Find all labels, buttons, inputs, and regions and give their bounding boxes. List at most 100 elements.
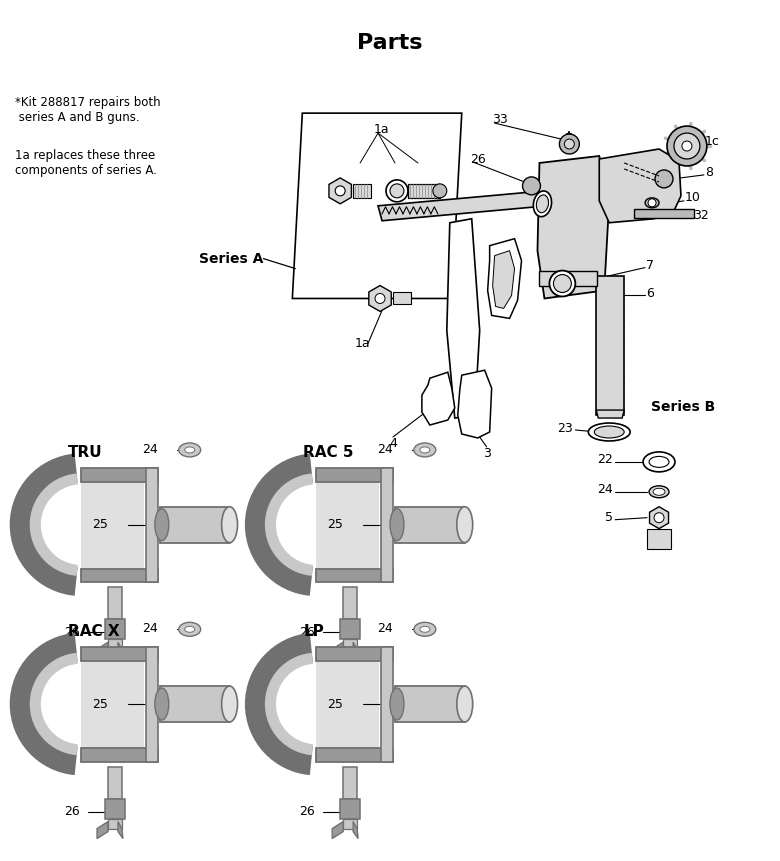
- Circle shape: [375, 294, 385, 303]
- Text: TRU: TRU: [68, 445, 103, 460]
- Polygon shape: [146, 647, 158, 762]
- Text: 8: 8: [705, 166, 713, 179]
- Ellipse shape: [414, 623, 436, 636]
- Polygon shape: [81, 568, 158, 582]
- Text: 24: 24: [142, 623, 158, 635]
- Polygon shape: [596, 410, 624, 418]
- Bar: [343, 587, 357, 619]
- Text: 26: 26: [470, 153, 485, 166]
- Ellipse shape: [649, 456, 669, 468]
- Text: 24: 24: [378, 443, 393, 456]
- Bar: [540, 270, 597, 286]
- Circle shape: [386, 180, 408, 201]
- Text: 25: 25: [92, 697, 108, 710]
- Polygon shape: [118, 821, 123, 839]
- Bar: [105, 619, 125, 639]
- Polygon shape: [97, 642, 108, 660]
- Bar: [343, 767, 357, 799]
- Circle shape: [654, 512, 664, 523]
- Circle shape: [682, 141, 692, 151]
- Circle shape: [559, 134, 580, 154]
- Bar: [160, 686, 229, 722]
- Bar: [160, 507, 229, 542]
- Bar: [108, 767, 122, 799]
- Polygon shape: [353, 642, 358, 660]
- Text: 23: 23: [558, 422, 573, 435]
- Ellipse shape: [457, 507, 473, 542]
- Ellipse shape: [643, 452, 675, 472]
- Polygon shape: [458, 370, 491, 438]
- Bar: [340, 619, 360, 639]
- Ellipse shape: [185, 447, 195, 453]
- Text: 26: 26: [300, 626, 315, 639]
- Text: 24: 24: [378, 623, 393, 635]
- Text: Series B: Series B: [651, 400, 715, 414]
- Polygon shape: [650, 507, 668, 529]
- Bar: [395, 686, 465, 722]
- Ellipse shape: [537, 195, 548, 213]
- Text: 5: 5: [605, 511, 613, 524]
- Ellipse shape: [534, 191, 551, 217]
- Text: Parts: Parts: [357, 34, 423, 53]
- Bar: [340, 799, 360, 819]
- Text: 22: 22: [597, 454, 613, 467]
- Ellipse shape: [653, 488, 665, 495]
- Polygon shape: [316, 748, 393, 762]
- Ellipse shape: [155, 509, 168, 541]
- Bar: [316, 482, 379, 568]
- Polygon shape: [488, 238, 522, 319]
- Ellipse shape: [594, 426, 624, 438]
- Polygon shape: [81, 468, 158, 482]
- Ellipse shape: [185, 626, 195, 632]
- Text: 32: 32: [693, 209, 709, 222]
- Text: 10: 10: [685, 191, 700, 204]
- Circle shape: [335, 186, 346, 195]
- Polygon shape: [369, 286, 392, 312]
- Ellipse shape: [390, 688, 404, 720]
- Text: 1a: 1a: [373, 123, 389, 136]
- Text: *Kit 288817 repairs both
 series A and B guns.: *Kit 288817 repairs both series A and B …: [16, 96, 161, 124]
- Polygon shape: [493, 251, 515, 308]
- Text: 33: 33: [491, 113, 507, 126]
- Text: 3: 3: [483, 447, 491, 460]
- Bar: [343, 819, 357, 828]
- Polygon shape: [329, 178, 352, 204]
- Polygon shape: [81, 647, 158, 661]
- Bar: [395, 507, 465, 542]
- Text: 24: 24: [142, 443, 158, 456]
- Bar: [634, 208, 694, 218]
- Text: 25: 25: [328, 518, 343, 531]
- Ellipse shape: [420, 447, 430, 453]
- Ellipse shape: [414, 443, 436, 457]
- Bar: [108, 819, 122, 828]
- Polygon shape: [537, 156, 609, 299]
- Text: 26: 26: [300, 805, 315, 818]
- Text: LP: LP: [303, 624, 324, 639]
- Text: 4: 4: [389, 437, 397, 450]
- Bar: [343, 639, 357, 649]
- Bar: [353, 184, 371, 198]
- Bar: [596, 276, 624, 415]
- Polygon shape: [353, 821, 358, 839]
- Text: 26: 26: [65, 626, 80, 639]
- Circle shape: [523, 177, 541, 195]
- Polygon shape: [97, 821, 108, 839]
- Bar: [393, 293, 411, 305]
- Polygon shape: [332, 821, 343, 839]
- Bar: [81, 661, 144, 748]
- Circle shape: [565, 139, 574, 149]
- Ellipse shape: [457, 686, 473, 722]
- Polygon shape: [81, 748, 158, 762]
- Polygon shape: [378, 191, 548, 220]
- Bar: [81, 482, 144, 568]
- Text: 24: 24: [597, 483, 613, 496]
- Ellipse shape: [645, 198, 659, 208]
- Polygon shape: [599, 149, 681, 223]
- Polygon shape: [316, 647, 393, 661]
- Text: 6: 6: [646, 287, 654, 300]
- Text: 25: 25: [92, 518, 108, 531]
- Text: Series A: Series A: [199, 251, 263, 265]
- Circle shape: [648, 199, 656, 207]
- Ellipse shape: [155, 688, 168, 720]
- Bar: [108, 639, 122, 649]
